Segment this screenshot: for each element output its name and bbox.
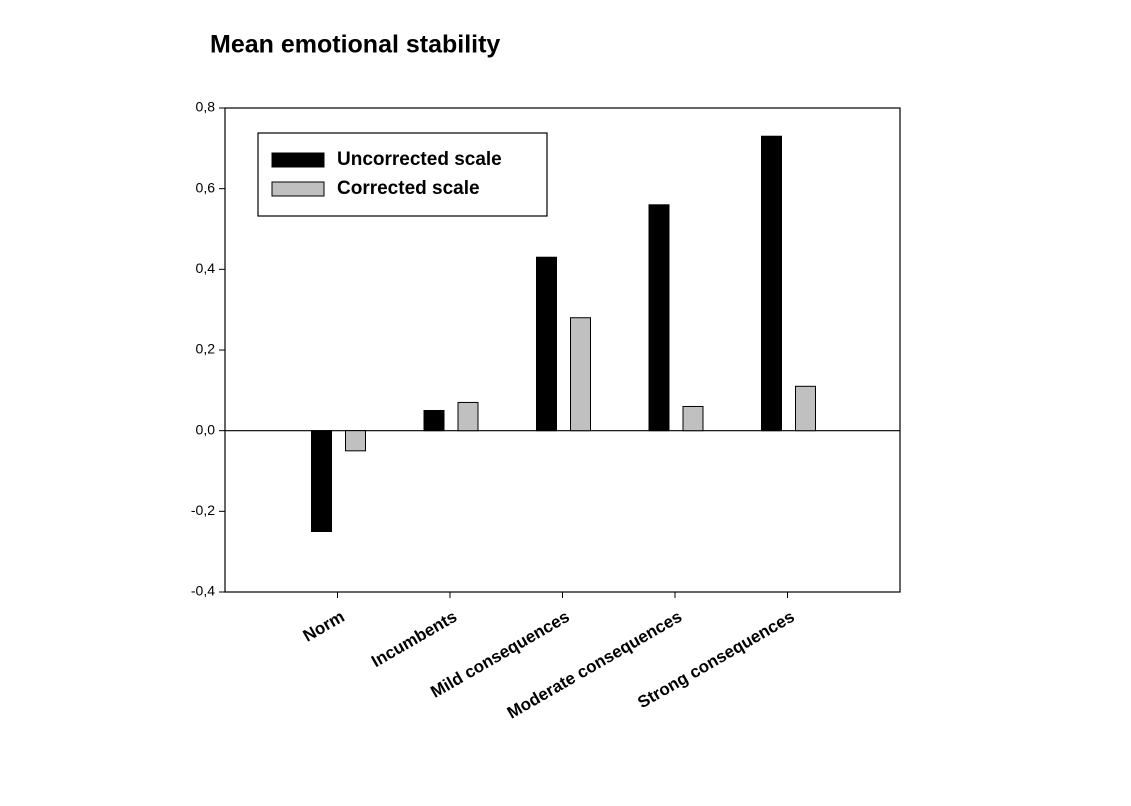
bar <box>311 430 332 532</box>
legend-box <box>257 132 548 217</box>
bar <box>795 385 816 432</box>
legend-label: Uncorrected scale <box>337 149 502 170</box>
bar <box>570 317 591 432</box>
y-tick-label: -0,2 <box>191 502 215 518</box>
y-tick-label: 0,8 <box>196 99 216 115</box>
chart-title: Mean emotional stability <box>210 31 500 59</box>
bar <box>761 135 782 432</box>
x-tick-label: Norm <box>300 607 348 646</box>
y-tick-label: 0,4 <box>196 260 216 276</box>
bar <box>682 405 704 432</box>
bar <box>457 401 479 432</box>
x-tick-label: Moderate consequences <box>504 607 685 723</box>
bar <box>423 410 445 432</box>
y-tick-label: 0,6 <box>196 179 216 195</box>
y-tick-label: 0,2 <box>196 341 216 357</box>
y-tick-label: -0,4 <box>191 583 215 599</box>
legend-swatch <box>271 152 325 168</box>
legend-swatch <box>271 181 325 197</box>
x-tick-label: Incumbents <box>368 607 460 671</box>
bar <box>648 204 670 432</box>
legend-label: Corrected scale <box>337 178 480 199</box>
y-tick-label: 0,0 <box>196 421 216 437</box>
bar <box>345 430 366 452</box>
bar <box>536 256 557 432</box>
